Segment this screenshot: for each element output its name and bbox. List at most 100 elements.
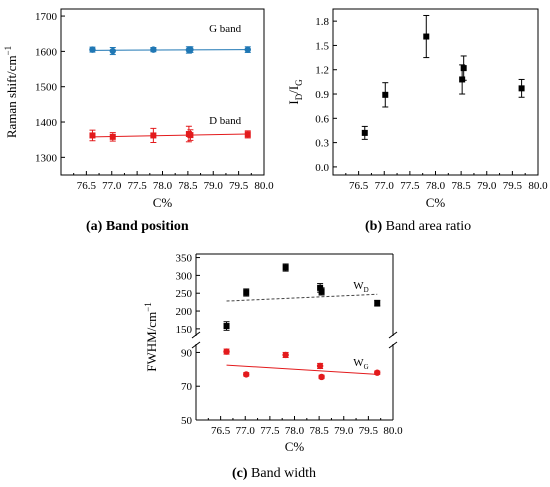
chart-c-break-mark bbox=[388, 341, 398, 349]
chart-c-ytick-label: 300 bbox=[176, 270, 193, 282]
chart-c-point bbox=[243, 289, 250, 296]
chart-b-ytick-label: 1.8 bbox=[315, 16, 329, 28]
chart-a-xtick-label: 77.5 bbox=[128, 180, 148, 192]
caption-a: (a) Band position bbox=[86, 219, 189, 235]
chart-a-fit-line-0 bbox=[92, 49, 248, 51]
chart-c-break-mark bbox=[191, 341, 201, 349]
chart-c-ylabel-sup: −1 bbox=[143, 302, 153, 312]
chart-c-ytick-label: 250 bbox=[176, 288, 193, 300]
chart-a-fit-line-1 bbox=[92, 133, 248, 138]
chart-c-point bbox=[282, 351, 289, 359]
chart-c-break-mark bbox=[191, 331, 201, 339]
chart-a-point bbox=[187, 46, 194, 53]
chart-a-point bbox=[244, 46, 251, 53]
chart-c-xtick-label: 80.0 bbox=[383, 425, 403, 437]
chart-b-xlabel: C% bbox=[426, 195, 446, 210]
chart-a-xtick-label: 79.0 bbox=[204, 180, 224, 192]
chart-c-point bbox=[318, 373, 325, 381]
chart-a-series-label: D band bbox=[209, 115, 242, 127]
chart-c-fit-line-1 bbox=[226, 364, 378, 375]
chart-b-ylabel-sub-g: G bbox=[294, 79, 304, 86]
caption-c-letter: (c) bbox=[232, 466, 248, 481]
chart-c-break-mark bbox=[388, 331, 398, 339]
chart-b-ylabel-slash-i: /I bbox=[286, 86, 301, 94]
chart-c-xtick-label: 78.5 bbox=[310, 425, 330, 437]
chart-a-ytick-label: 1400 bbox=[35, 117, 58, 129]
chart-a-ylabel-sup: −1 bbox=[3, 46, 13, 56]
chart-b-xtick-label: 78.0 bbox=[426, 180, 446, 192]
caption-c-text: Band width bbox=[251, 466, 316, 481]
chart-b-ylabel: ID/IG bbox=[286, 79, 304, 105]
chart-a-point bbox=[109, 47, 116, 55]
caption-c: (c) Band width bbox=[232, 466, 316, 482]
chart-a-xtick-label: 80.0 bbox=[254, 180, 274, 192]
caption-a-text: Band position bbox=[105, 219, 189, 234]
chart-a-ylabel: Raman shift/cm−1 bbox=[3, 46, 19, 138]
chart-c-ylabel: FWHM/cm−1 bbox=[143, 302, 159, 372]
chart-a-ytick-label: 1600 bbox=[35, 46, 58, 58]
chart-b-xtick-label: 79.0 bbox=[477, 180, 497, 192]
chart-a-xlabel: C% bbox=[153, 195, 173, 210]
chart-b-ytick-label: 0.0 bbox=[315, 162, 329, 174]
chart-b-plot-frame bbox=[332, 8, 539, 176]
chart-b-ylabel-i: I bbox=[286, 100, 301, 104]
chart-b-point bbox=[459, 76, 466, 83]
chart-a-ytick-label: 1700 bbox=[35, 11, 58, 23]
chart-a-ytick-label: 1500 bbox=[35, 82, 58, 94]
chart-b-xtick-label: 78.5 bbox=[452, 180, 472, 192]
chart-a-xtick-label: 78.0 bbox=[153, 180, 173, 192]
chart-a-xtick-label: 78.5 bbox=[178, 180, 198, 192]
chart-b-point bbox=[382, 91, 389, 98]
chart-a-point bbox=[187, 132, 194, 139]
chart-c-ytick-label: 50 bbox=[181, 415, 193, 427]
chart-a-series-label: G band bbox=[209, 23, 242, 35]
chart-c-series-label: WD bbox=[353, 280, 368, 294]
chart-a-point bbox=[244, 131, 251, 138]
chart-b-ytick-label: 0.9 bbox=[315, 89, 329, 101]
chart-a-point bbox=[150, 46, 157, 53]
chart-c-point bbox=[374, 300, 381, 307]
chart-b-ytick-label: 0.3 bbox=[315, 138, 329, 150]
chart-c-xtick-label: 79.5 bbox=[359, 425, 379, 437]
chart-b-xtick-label: 76.5 bbox=[349, 180, 369, 192]
caption-b: (b) Band area ratio bbox=[365, 219, 471, 235]
chart-c-point bbox=[282, 264, 289, 271]
caption-b-letter: (b) bbox=[365, 219, 383, 234]
chart-b-ylabel-sub-d: D bbox=[294, 93, 304, 100]
chart-b-xtick-label: 80.0 bbox=[528, 180, 548, 192]
chart-a-point bbox=[89, 46, 96, 53]
chart-a-xtick-label: 76.5 bbox=[77, 180, 97, 192]
chart-b-xtick-label: 77.5 bbox=[400, 180, 420, 192]
chart-c-point bbox=[316, 362, 324, 370]
chart-a: 76.5 77.0 77.5 78.0 78.5 79.0 79.5 80.0 1300 1400… bbox=[3, 8, 274, 210]
chart-c-series-label-sub: D bbox=[364, 286, 369, 294]
chart-c-xtick-label: 77.5 bbox=[260, 425, 280, 437]
chart-c-fit-line-0 bbox=[226, 293, 378, 302]
chart-a-xtick-label: 77.0 bbox=[102, 180, 122, 192]
chart-a-xtick-label: 79.5 bbox=[229, 180, 249, 192]
chart-c-point bbox=[243, 371, 250, 378]
chart-c-ytick-label: 150 bbox=[176, 324, 193, 336]
chart-c-series-label-sub: G bbox=[364, 363, 369, 371]
chart-c-ytick-label: 350 bbox=[176, 253, 193, 265]
chart-c-xtick-label: 79.0 bbox=[334, 425, 354, 437]
chart-a-point bbox=[109, 133, 116, 140]
chart-c-xtick-label: 77.0 bbox=[236, 425, 256, 437]
chart-c-point bbox=[374, 369, 381, 376]
chart-b-point bbox=[518, 85, 525, 92]
chart-c-point bbox=[223, 348, 230, 355]
chart-a-ytick-label: 1300 bbox=[35, 152, 58, 164]
chart-c-series-label: WG bbox=[353, 357, 368, 371]
chart-b-ytick-label: 1.2 bbox=[315, 65, 329, 77]
caption-b-text: Band area ratio bbox=[385, 219, 472, 234]
chart-b-xtick-label: 77.0 bbox=[375, 180, 395, 192]
caption-a-letter: (a) bbox=[86, 219, 103, 234]
chart-c-xtick-label: 78.0 bbox=[285, 425, 305, 437]
chart-b-ytick-label: 1.5 bbox=[315, 40, 329, 52]
chart-c: 76.5 77.0 77.5 78.0 78.5 79.0 79.5 80.0 150 200 25… bbox=[143, 253, 403, 454]
chart-c-point bbox=[318, 288, 325, 295]
chart-c-ytick-label: 200 bbox=[176, 306, 193, 318]
chart-b: 76.5 77.0 77.5 78.0 78.5 79.0 79.5 80.0 0.0 0.3 0.… bbox=[286, 8, 548, 210]
chart-b-xtick-label: 79.5 bbox=[503, 180, 523, 192]
